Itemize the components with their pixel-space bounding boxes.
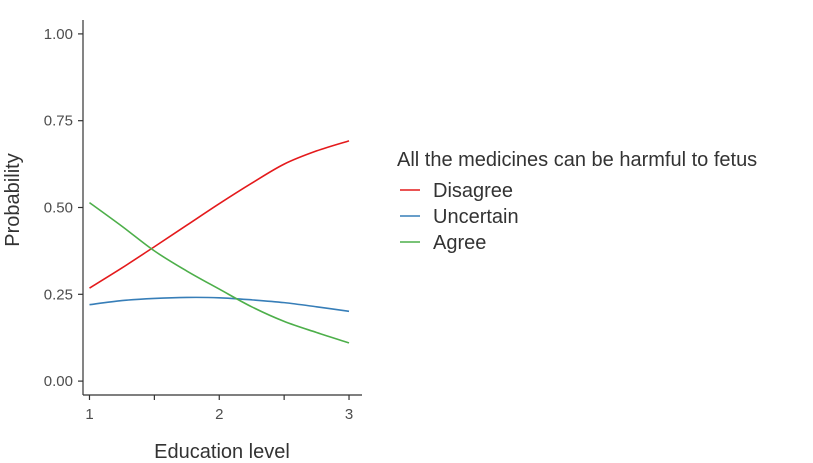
legend-items: Disagree Uncertain Agree [400, 180, 519, 254]
legend-label-agree: Agree [433, 232, 486, 254]
y-tick-label: 0.25 [44, 286, 73, 303]
x-axis-ticks: 1 2 3 [85, 395, 353, 423]
series-line-agree [89, 201, 350, 344]
y-axis-title: Probability [2, 153, 24, 246]
y-tick-label: 1.00 [44, 26, 73, 43]
series-line-uncertain [89, 296, 350, 313]
y-axis-ticks: 0.00 0.25 0.50 0.75 1.00 [44, 26, 83, 390]
y-tick-label: 0.50 [44, 200, 73, 217]
series-line-disagree [89, 140, 350, 289]
x-tick-label: 2 [215, 406, 223, 423]
x-axis-title: Education level [154, 441, 290, 463]
y-tick-label: 0.75 [44, 113, 73, 130]
x-tick-label: 3 [345, 406, 353, 423]
series-lines [89, 140, 350, 344]
legend-title: All the medicines can be harmful to fetu… [397, 149, 757, 171]
legend: All the medicines can be harmful to fetu… [397, 149, 757, 254]
x-tick-label: 1 [85, 406, 93, 423]
y-tick-label: 0.00 [44, 373, 73, 390]
legend-label-uncertain: Uncertain [433, 206, 519, 228]
legend-label-disagree: Disagree [433, 180, 513, 202]
